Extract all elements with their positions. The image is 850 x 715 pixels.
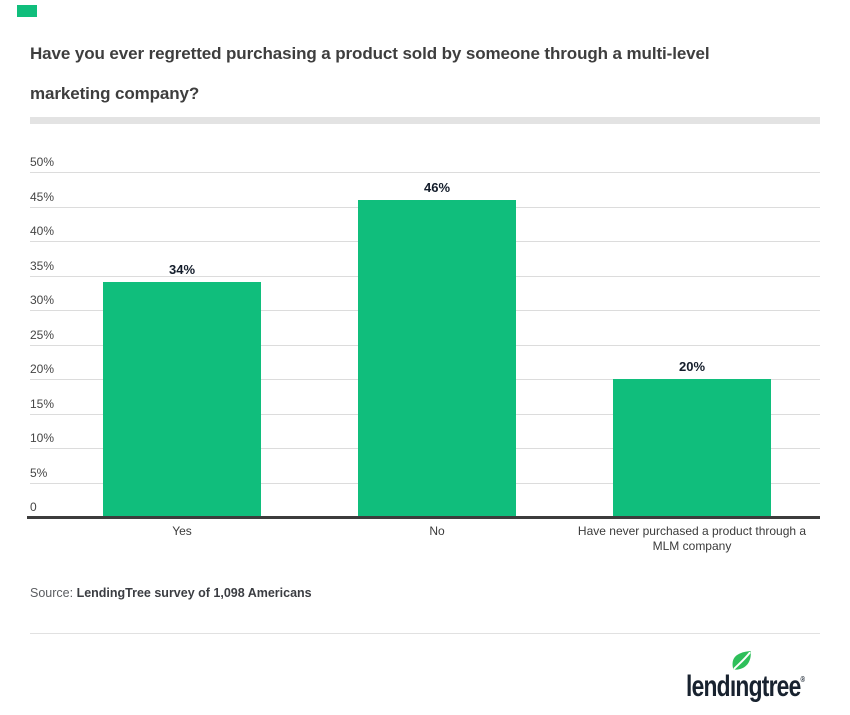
y-axis-tick-label: 25% xyxy=(30,327,55,342)
x-axis-category-label: Have never purchased a product through a… xyxy=(577,524,807,553)
y-axis-tick-label: 5% xyxy=(30,465,48,480)
bar-have-never-purchased-a-product-through-a-mlm-company xyxy=(613,379,771,517)
footer-divider xyxy=(30,633,820,634)
y-axis-tick-label: 40% xyxy=(30,224,55,238)
source-line: Source: LendingTree survey of 1,098 Amer… xyxy=(30,585,312,601)
y-axis-tick-label: 45% xyxy=(30,189,55,204)
registered-trademark-mark: ® xyxy=(800,675,806,684)
page-title: Have you ever regretted purchasing a pro… xyxy=(30,34,820,114)
x-axis-category-label: Yes xyxy=(172,524,192,538)
y-axis-tick-label: 30% xyxy=(30,293,55,307)
page-title-line2: marketing company? xyxy=(30,84,200,103)
title-divider xyxy=(30,117,820,124)
y-axis-tick-label: 20% xyxy=(30,362,55,376)
brand-accent-square xyxy=(17,5,37,17)
bar-no xyxy=(358,199,516,517)
bar-value-label: 20% xyxy=(678,359,706,374)
y-axis-tick-label: 50% xyxy=(30,155,55,169)
y-axis-tick-label: 10% xyxy=(30,431,55,445)
bar-value-label: 34% xyxy=(168,262,196,278)
lendingtree-logo: lendıngtree® xyxy=(686,650,826,703)
lendingtree-wordmark-text: lendıngtree xyxy=(686,670,801,703)
y-axis-tick-label: 15% xyxy=(30,396,55,411)
y-axis-tick-label: 0 xyxy=(30,500,37,514)
gridline-50 xyxy=(30,172,820,173)
bar-value-label: 46% xyxy=(423,179,451,195)
source-text: LendingTree survey of 1,098 Americans xyxy=(76,586,312,600)
source-prefix: Source: xyxy=(30,586,77,600)
leaf-icon xyxy=(732,650,751,670)
page-title-line1: Have you ever regretted purchasing a pro… xyxy=(30,44,710,63)
y-axis-tick-label: 35% xyxy=(30,258,55,273)
lendingtree-wordmark: lendıngtree® xyxy=(686,663,805,704)
bar-yes xyxy=(103,282,261,517)
x-axis-category-label: No xyxy=(429,524,445,538)
x-axis-line xyxy=(27,516,820,519)
